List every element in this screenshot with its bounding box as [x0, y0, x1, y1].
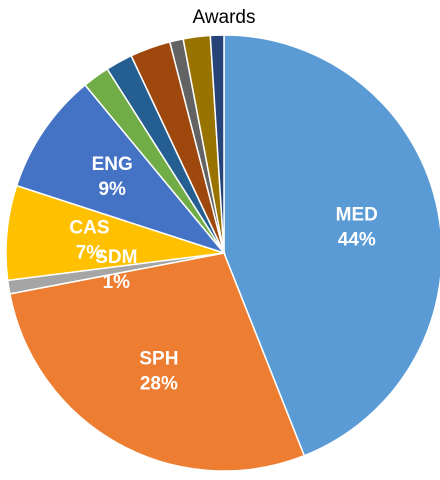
slice-value-label: 9%: [98, 179, 126, 200]
slice-label: SDM: [95, 247, 137, 268]
slice-label: CAS: [69, 217, 109, 238]
slice-label: ENG: [92, 154, 133, 175]
pie-slice: [223, 34, 440, 457]
pie-slice: [8, 252, 306, 472]
slice-label: SPH: [139, 348, 178, 369]
pie-slice: [15, 83, 227, 255]
slice-label: MED: [336, 205, 378, 226]
slice-value-label: 1%: [103, 272, 131, 293]
pie-slice: [209, 34, 225, 254]
slice-value-label: 28%: [140, 373, 178, 394]
slice-value-label: 7%: [76, 242, 104, 263]
chart-title: Awards: [192, 7, 255, 28]
slice-value-label: 44%: [338, 230, 376, 251]
